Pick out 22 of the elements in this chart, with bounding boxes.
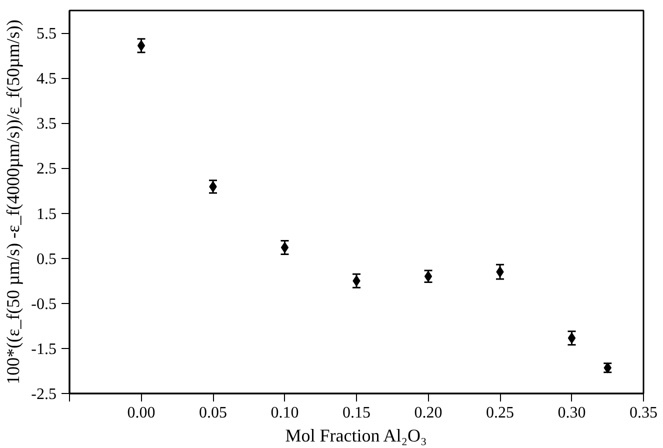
- y-tick-label: 4.5: [36, 70, 56, 88]
- y-tick-label: -0.5: [31, 296, 56, 313]
- point: [280, 242, 289, 254]
- y-tick-label: 0.5: [36, 250, 56, 268]
- y-tick-label: 5.5: [36, 26, 56, 43]
- y-tick-label: 1.5: [36, 206, 56, 223]
- x-tick-label: 0.20: [414, 404, 442, 422]
- point: [137, 40, 146, 52]
- x-tick-label: 0.10: [270, 404, 299, 422]
- x-tick-label: 0.00: [127, 404, 156, 422]
- point: [568, 332, 576, 344]
- x-tick-label: 0.30: [558, 404, 586, 422]
- y-tick-label: 2.5: [36, 160, 56, 178]
- x-tick-label: 0.25: [486, 404, 514, 422]
- y-tick-label: 3.5: [36, 116, 56, 133]
- x-axis-title: Mol Fraction Al₂O₃: [285, 426, 427, 446]
- y-tick-label: -2.5: [31, 386, 56, 403]
- x-tick-label: 0.05: [199, 404, 227, 422]
- x-tick-label: 0.35: [630, 404, 658, 422]
- y-axis-title: 100*((ε_f(50 µm/s) -ε_f(4000µm/s))/ε_f(50µm/s)): [3, 20, 24, 384]
- x-tick-label: 0.15: [342, 404, 370, 422]
- y-tick-label: -1.5: [31, 340, 56, 358]
